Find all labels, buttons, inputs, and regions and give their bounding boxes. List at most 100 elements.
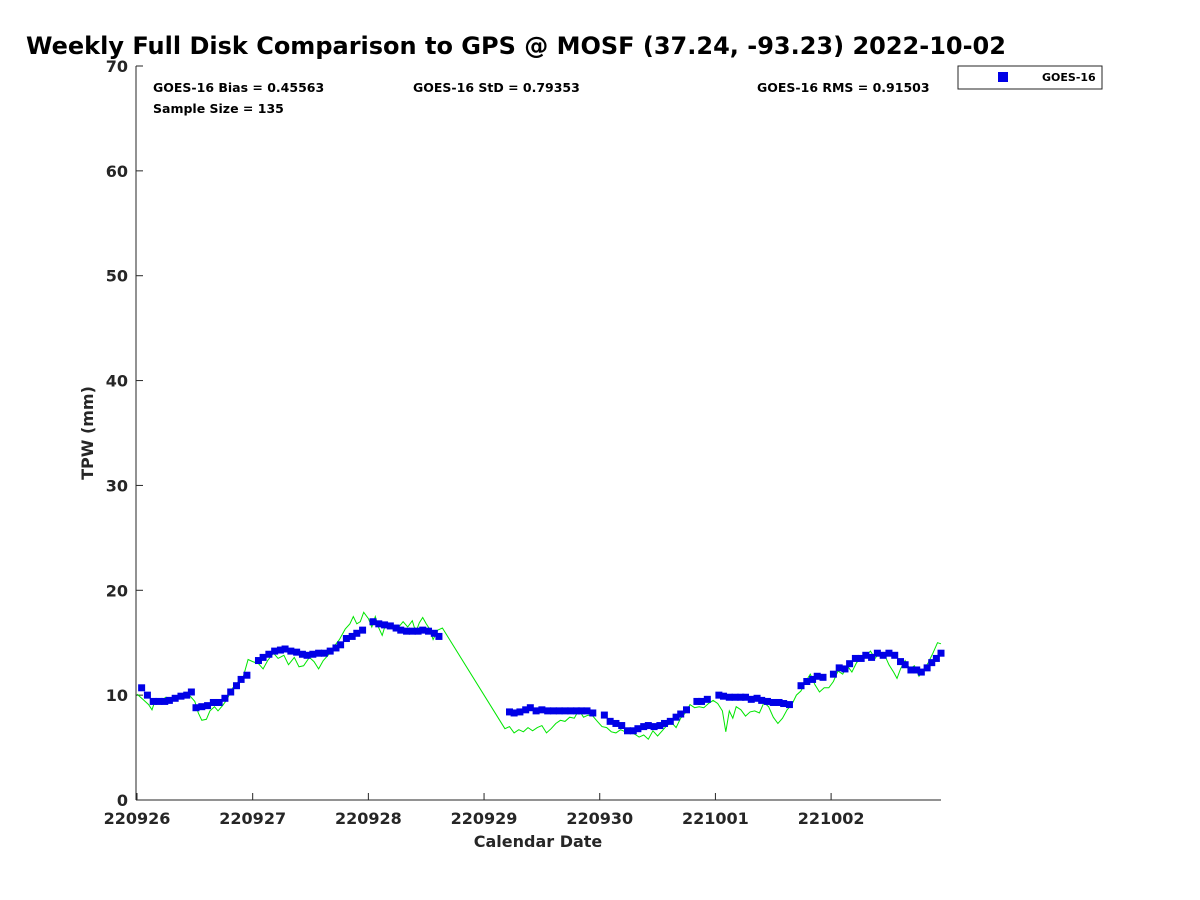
goes16-point: [747, 695, 755, 703]
goes16-point: [221, 694, 229, 702]
x-tick-label: 221002: [798, 809, 865, 828]
y-tick-label: 20: [106, 581, 128, 600]
goes16-marker-series: [138, 618, 945, 735]
goes16-point: [161, 697, 169, 705]
goes16-point: [309, 650, 317, 658]
chart-title: Weekly Full Disk Comparison to GPS @ MOS…: [26, 32, 1006, 60]
goes16-point: [932, 654, 940, 662]
goes16-point: [265, 650, 273, 658]
goes16-point: [634, 725, 642, 733]
goes16-point: [332, 644, 340, 652]
goes16-point: [650, 723, 658, 731]
y-tick-label: 70: [106, 57, 128, 76]
y-tick-label: 30: [106, 476, 128, 495]
goes16-point: [693, 697, 701, 705]
goes16-point: [600, 711, 608, 719]
goes16-point: [917, 668, 925, 676]
goes16-point: [177, 692, 185, 700]
x-ticks: 220926 220927 220928 220929 220930 221001 2210…: [104, 793, 865, 828]
plot-area: 0 10 20 30 40 50 60 70 220926 220927 220928 220929…: [104, 57, 945, 828]
goes16-point: [644, 722, 652, 730]
goes16-point: [375, 620, 383, 628]
goes16-point: [143, 691, 151, 699]
gps-tpw-line: [136, 611, 942, 740]
goes16-point: [549, 707, 557, 715]
x-axis-label: Calendar Date: [474, 832, 603, 851]
goes16-point: [873, 649, 881, 657]
goes16-point: [672, 713, 680, 721]
goes16-point: [298, 650, 306, 658]
goes16-point: [891, 651, 899, 659]
goes16-point: [846, 660, 854, 668]
goes16-point: [715, 691, 723, 699]
x-tick-label: 220927: [219, 809, 286, 828]
stat-bias: GOES-16 Bias = 0.45563: [153, 80, 324, 95]
x-tick-label: 220930: [566, 809, 633, 828]
goes16-point: [741, 693, 749, 701]
goes16-point: [348, 632, 356, 640]
goes16-point: [785, 701, 793, 709]
goes16-point: [544, 707, 552, 715]
legend: GOES-16: [957, 65, 1103, 90]
goes16-point: [403, 627, 411, 635]
goes16-point: [320, 649, 328, 657]
goes16-point: [516, 708, 524, 716]
goes16-point: [720, 692, 728, 700]
goes16-point: [353, 629, 361, 637]
y-ticks: 0 10 20 30 40 50 60 70: [106, 57, 143, 810]
goes16-point: [618, 722, 626, 730]
goes16-point: [326, 647, 334, 655]
goes16-point: [928, 659, 936, 667]
goes16-point: [315, 649, 323, 657]
goes16-point: [640, 723, 648, 731]
goes16-point: [227, 688, 235, 696]
goes16-point: [809, 675, 817, 683]
goes16-point: [369, 618, 377, 626]
goes16-point: [857, 654, 865, 662]
goes16-point: [155, 697, 163, 705]
stat-sample-size: Sample Size = 135: [153, 101, 284, 116]
goes16-point: [359, 626, 367, 634]
goes16-point: [430, 629, 438, 637]
goes16-point: [538, 706, 546, 714]
goes16-point: [753, 694, 761, 702]
goes16-point: [666, 717, 674, 725]
y-tick-label: 40: [106, 372, 128, 391]
goes16-point: [510, 709, 518, 717]
goes16-point: [276, 646, 284, 654]
goes16-point: [237, 675, 245, 683]
goes16-point: [506, 708, 514, 716]
goes16-point: [868, 653, 876, 661]
goes16-point: [797, 682, 805, 690]
y-axis-label: TPW (mm): [78, 386, 97, 480]
goes16-point: [526, 704, 534, 712]
goes16-point: [577, 707, 585, 715]
stat-std: GOES-16 StD = 0.79353: [413, 80, 580, 95]
goes16-point: [281, 645, 289, 653]
goes16-point: [342, 635, 350, 643]
y-tick-label: 60: [106, 162, 128, 181]
goes16-point: [819, 673, 827, 681]
legend-label-goes16: GOES-16: [1042, 71, 1096, 84]
goes16-point: [215, 698, 223, 706]
goes16-point: [758, 696, 766, 704]
goes16-point: [661, 719, 669, 727]
goes16-point: [682, 706, 690, 714]
x-tick-label: 220928: [335, 809, 402, 828]
goes16-point: [629, 727, 637, 735]
goes16-point: [763, 697, 771, 705]
goes16-point: [183, 691, 191, 699]
goes16-point: [583, 707, 591, 715]
y-tick-label: 50: [106, 267, 128, 286]
goes16-point: [561, 707, 569, 715]
goes16-point: [573, 707, 581, 715]
goes16-point: [775, 698, 783, 706]
goes16-point: [243, 671, 251, 679]
goes16-point: [522, 706, 530, 714]
goes16-point: [271, 647, 279, 655]
goes16-point: [171, 694, 179, 702]
x-tick-label: 220929: [451, 809, 518, 828]
goes16-point: [841, 665, 849, 673]
goes16-point: [149, 697, 157, 705]
